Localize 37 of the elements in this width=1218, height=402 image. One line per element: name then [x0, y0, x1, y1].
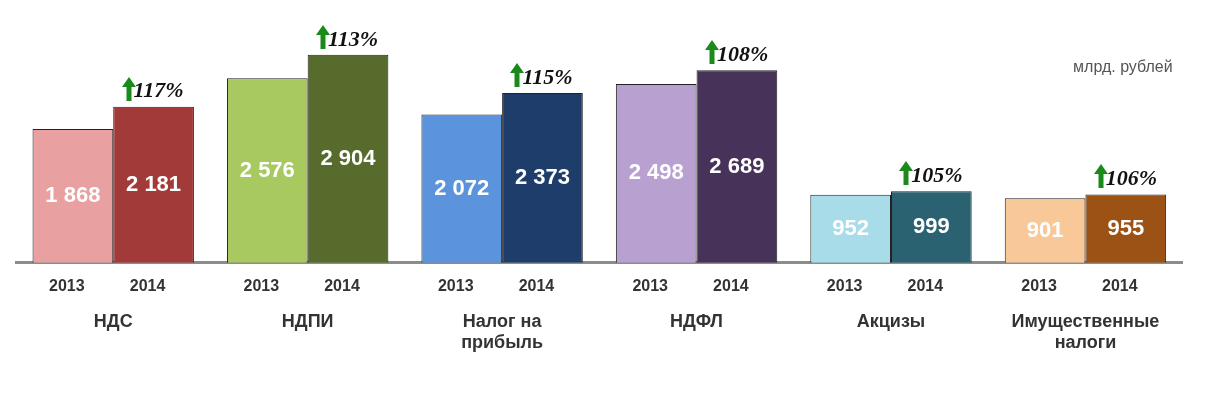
data-label: 2 072 [434, 174, 490, 200]
data-label: 999 [912, 213, 950, 239]
x-tick-label: НДС [93, 310, 133, 331]
text: 2013 [1021, 277, 1057, 295]
text: 2013 [632, 277, 668, 295]
x-tick-label: Акцизы [856, 310, 926, 331]
x-tick-label: Имущественные налоги [1011, 310, 1160, 353]
data-label: 901 [1026, 216, 1064, 242]
data-label: 955 [1107, 214, 1145, 240]
data-label: 952 [832, 214, 870, 240]
annotation: 115% [522, 63, 573, 89]
annotation: млрд. рублей [1073, 58, 1173, 76]
text: 2013 [437, 277, 474, 295]
data-label: 2 576 [239, 156, 295, 182]
text: 2014 [713, 277, 749, 295]
text: 2014 [324, 277, 360, 295]
data-label: 2 373 [514, 163, 570, 189]
annotation: 108% [716, 40, 769, 66]
annotation: 105% [911, 161, 963, 187]
x-tick-label: НДФЛ [670, 310, 724, 331]
data-label: 2 689 [709, 152, 765, 178]
text: 2014 [518, 277, 555, 295]
annotation: 117% [133, 77, 184, 103]
text: 2013 [826, 277, 863, 295]
text: 2014 [1101, 277, 1138, 295]
text: 2013 [243, 277, 280, 295]
series-label: 2013 [49, 277, 85, 295]
text: 2014 [907, 277, 944, 295]
annotation: 106% [1105, 165, 1158, 191]
data-label: 2 904 [320, 144, 377, 170]
data-label: 2 181 [126, 170, 182, 196]
data-label: 2 498 [628, 159, 684, 185]
x-tick-label: НДПИ [281, 310, 334, 331]
data-label: 1 868 [45, 181, 101, 207]
x-tick-label: Налог на прибыль [461, 310, 544, 353]
series-label: 2014 [129, 277, 166, 295]
annotation: 113% [328, 25, 379, 51]
